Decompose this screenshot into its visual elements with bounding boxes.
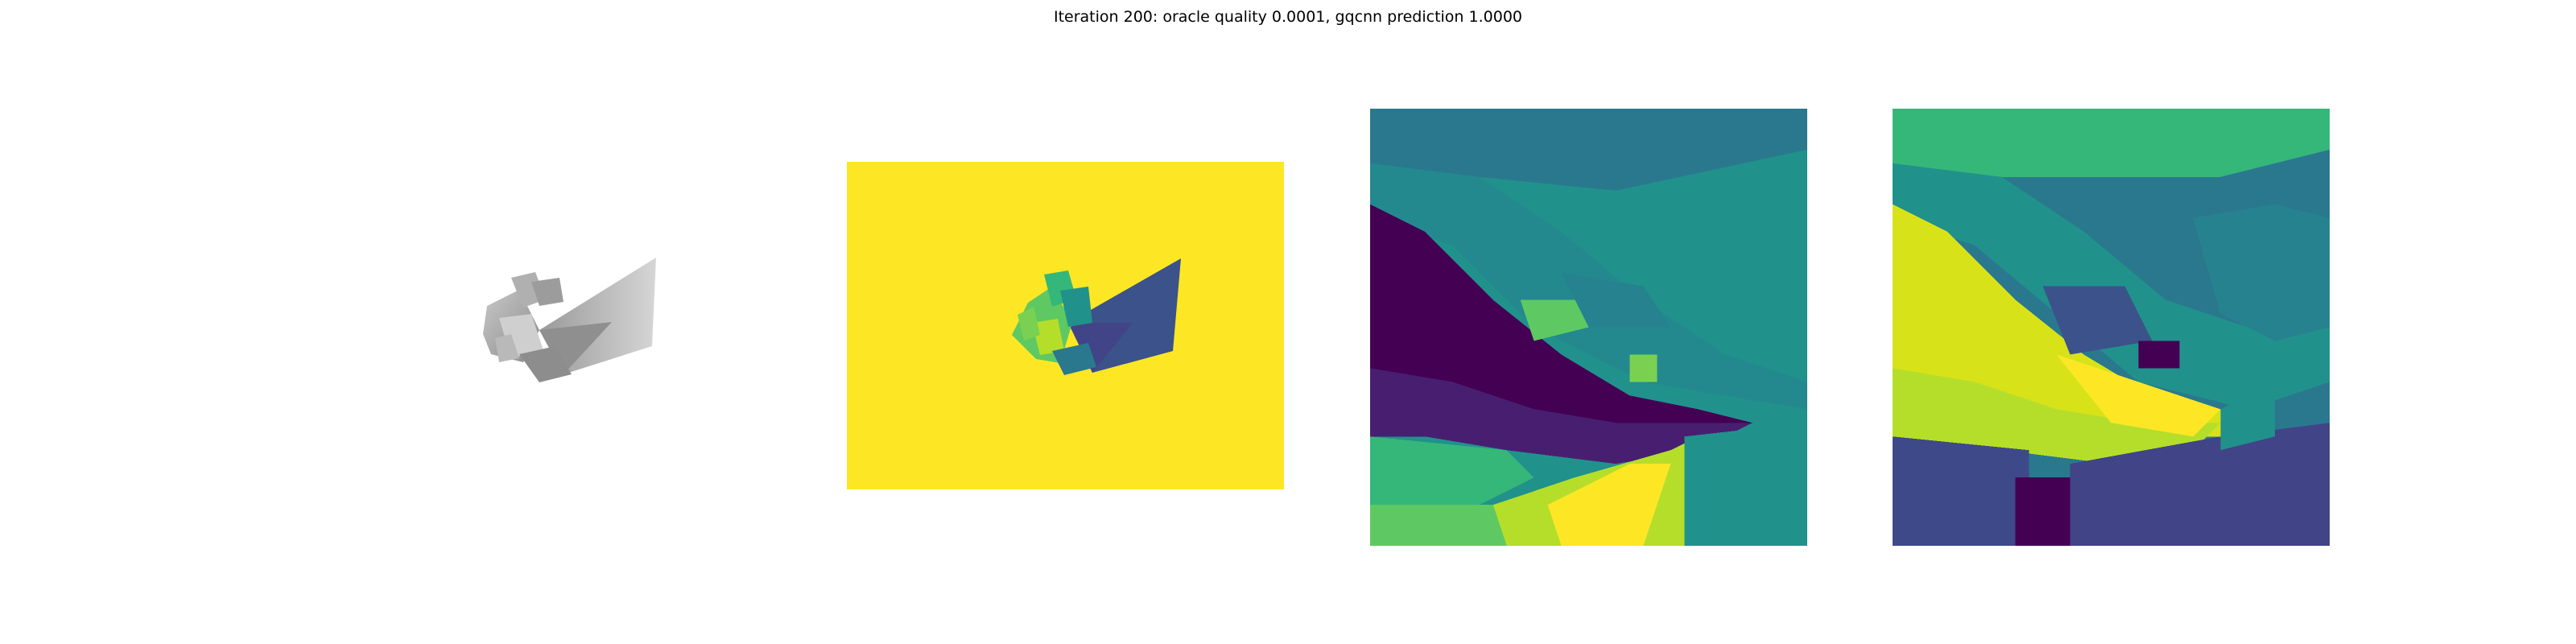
figure-title: Iteration 200: oracle quality 0.0001, gq… bbox=[1053, 8, 1522, 26]
rendered-object-panel bbox=[451, 242, 676, 402]
depth-image bbox=[847, 162, 1284, 489]
depth-image-panel bbox=[847, 162, 1284, 489]
depth-crop-2-image bbox=[1893, 109, 2330, 546]
depth-crop-1-image bbox=[1370, 109, 1807, 546]
depth-crop-2-panel bbox=[1893, 109, 2330, 546]
depth-crop-1-panel bbox=[1370, 109, 1807, 546]
rendered-object-image bbox=[483, 258, 656, 382]
